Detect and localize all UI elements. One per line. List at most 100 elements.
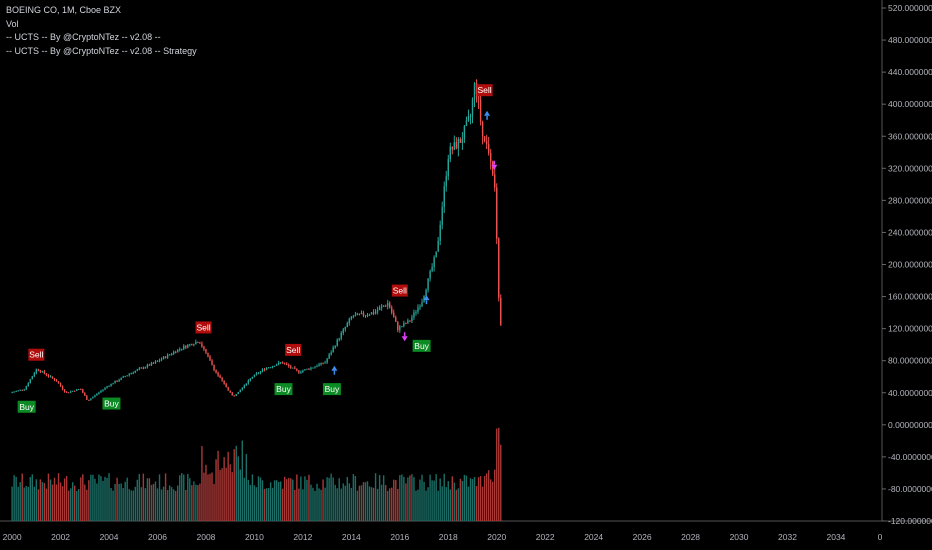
candle-body — [69, 391, 72, 393]
candle-body — [148, 364, 151, 366]
candle-body — [429, 271, 431, 279]
volume-bar — [189, 478, 191, 521]
candle-body — [142, 367, 145, 369]
volume-bar — [225, 467, 227, 521]
volume-bar — [384, 485, 387, 521]
candle-body — [136, 369, 139, 371]
volume-bar — [25, 485, 27, 521]
candle-body — [100, 390, 102, 393]
volume-bar — [425, 490, 427, 521]
legend-symbol[interactable]: BOEING CO, 1M, Cboe BZX — [6, 5, 122, 15]
candle-body — [386, 303, 389, 306]
volume-bar — [370, 487, 373, 521]
volume-bar — [74, 485, 76, 521]
volume-bar — [21, 473, 23, 521]
volume-bar — [358, 485, 361, 521]
candle-body — [449, 146, 451, 160]
candle-body — [267, 367, 270, 369]
candle-body — [271, 366, 274, 368]
volume-bar — [366, 481, 369, 521]
volume-bar — [179, 475, 181, 521]
volume-bar — [255, 487, 258, 521]
volume-bar — [229, 464, 231, 521]
volume-bar — [413, 477, 415, 521]
x-tick-label: 2008 — [197, 532, 216, 542]
signal-text: Sell — [196, 322, 210, 332]
volume-bar — [231, 472, 233, 521]
legend-indicator[interactable]: -- UCTS -- By @CryptoNTez -- v2.08 -- — [6, 32, 161, 42]
y-tick-label: 120.00000000 — [888, 324, 932, 334]
sell-signal-label — [285, 343, 302, 356]
sell-signal-label — [195, 321, 212, 334]
candle-body — [290, 366, 292, 368]
volume-bar — [362, 482, 365, 521]
volume-bar — [132, 490, 134, 521]
y-tick-label: 0.00000000 — [888, 420, 932, 430]
candle-body — [281, 362, 284, 364]
candle-body — [74, 390, 76, 392]
candle-body — [138, 368, 141, 370]
candle-body — [219, 375, 221, 378]
candle-body — [43, 371, 46, 374]
candle-body — [463, 125, 466, 139]
time-axis[interactable]: 2000 2002 2004 2006 2008 2010 2012 2014 2016 2018… — [3, 532, 883, 542]
candle-body — [37, 369, 40, 371]
volume-bar — [308, 474, 310, 521]
volume-bar — [409, 475, 411, 521]
candle-body — [19, 389, 21, 391]
volume-bar — [195, 484, 197, 521]
candle-body — [11, 392, 13, 394]
volume-bar — [51, 484, 54, 521]
y-tick-label: 240.00000000 — [888, 227, 932, 237]
candle-body — [217, 372, 219, 376]
volume-bar — [265, 488, 268, 521]
volume-bar — [344, 485, 346, 521]
volume-bar — [467, 486, 470, 521]
volume-bar — [183, 474, 185, 521]
candle-body — [374, 311, 377, 314]
y-tick-label: 200.00000000 — [888, 260, 932, 270]
volume-bar — [437, 490, 439, 521]
legend-volume[interactable]: Vol — [6, 18, 19, 29]
candle-body — [150, 362, 153, 366]
candle-body — [158, 360, 161, 362]
candle-body — [348, 318, 351, 324]
strategy-arrow-up — [331, 365, 338, 371]
candle-body — [395, 317, 397, 322]
volume-bar — [33, 486, 36, 521]
candle-body — [17, 390, 19, 392]
candle-body — [342, 329, 344, 334]
y-tick-label: 80.00000000 — [888, 356, 932, 366]
candle-body — [473, 83, 476, 100]
volume-bar — [310, 484, 312, 521]
candle-body — [253, 374, 256, 377]
candle-body — [49, 376, 52, 378]
candle-body — [102, 389, 104, 391]
candle-body — [479, 99, 482, 122]
buy-signal-label — [17, 400, 36, 413]
x-tick-label: 2026 — [633, 532, 652, 542]
x-tick-label: 2022 — [536, 532, 555, 542]
volume-bar — [397, 488, 399, 521]
candle-body — [415, 311, 417, 313]
candle-body — [273, 365, 276, 367]
volume-bar — [170, 487, 173, 521]
candle-body — [112, 383, 114, 385]
candle-body — [393, 312, 395, 318]
price-axis[interactable]: 520.00000000 480.00000000 440.00000000 400.… — [882, 3, 932, 526]
legend-strategy[interactable]: -- UCTS -- By @CryptoNTez -- v2.08 -- St… — [6, 45, 197, 56]
candle-body — [419, 306, 421, 308]
candle-body — [300, 371, 302, 373]
volume-bar — [477, 477, 480, 521]
volume-bar — [203, 472, 205, 521]
volume-bar — [219, 470, 221, 521]
volume-bar — [328, 477, 330, 521]
candle-body — [114, 381, 116, 384]
volume-bar — [500, 444, 502, 521]
y-tick-label: 440.00000000 — [888, 67, 932, 77]
candle-body — [306, 368, 308, 370]
volume-bar — [104, 476, 106, 521]
volume-bar — [380, 484, 383, 521]
volume-bar — [386, 490, 389, 521]
